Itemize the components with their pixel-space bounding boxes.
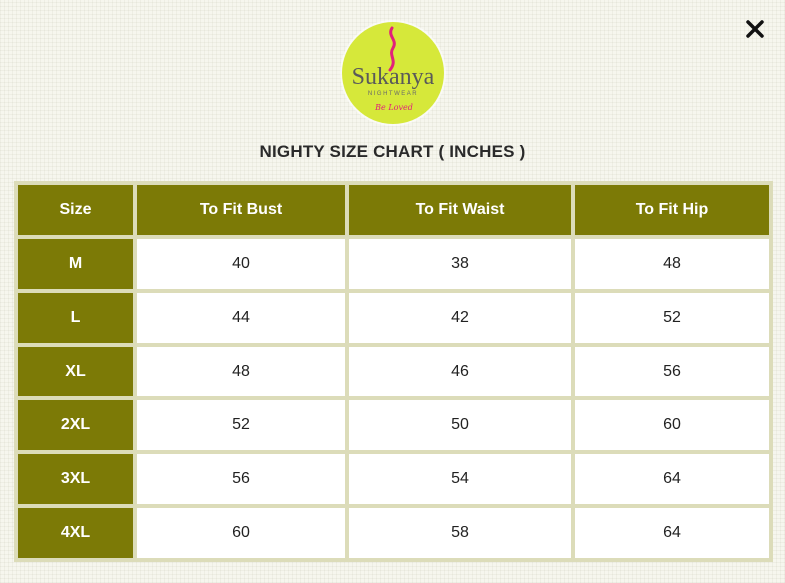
- size-cell: 2XL: [18, 400, 133, 451]
- waist-cell: 58: [349, 508, 571, 558]
- size-cell: XL: [18, 346, 133, 397]
- bust-cell: 56: [137, 454, 345, 505]
- table-header-row: Size To Fit Bust To Fit Waist To Fit Hip: [18, 185, 769, 235]
- close-button[interactable]: [740, 14, 770, 44]
- table-row: 2XL 52 50 60: [18, 400, 769, 451]
- table-row: M 40 38 48: [18, 239, 769, 289]
- waist-cell: 42: [349, 292, 571, 343]
- brand-slogan: Be Loved: [374, 103, 413, 112]
- bust-cell: 60: [137, 508, 345, 558]
- table-row: 4XL 60 58 64: [18, 508, 769, 558]
- brand-logo: Sukanya NIGHTWEAR Be Loved: [338, 18, 448, 128]
- bust-cell: 48: [137, 346, 345, 397]
- table-row: XL 48 46 56: [18, 346, 769, 397]
- hip-cell: 52: [575, 292, 769, 343]
- hip-cell: 48: [575, 239, 769, 289]
- size-cell: 3XL: [18, 454, 133, 505]
- size-cell: M: [18, 239, 133, 289]
- bust-cell: 40: [137, 239, 345, 289]
- waist-cell: 46: [349, 346, 571, 397]
- size-chart-table: Size To Fit Bust To Fit Waist To Fit Hip…: [14, 181, 773, 562]
- hip-cell: 56: [575, 346, 769, 397]
- hip-cell: 64: [575, 508, 769, 558]
- header-waist: To Fit Waist: [349, 185, 571, 235]
- table-row: 3XL 56 54 64: [18, 454, 769, 505]
- close-icon[interactable]: [740, 14, 770, 44]
- size-cell: 4XL: [18, 508, 133, 558]
- waist-cell: 38: [349, 239, 571, 289]
- table-row: L 44 42 52: [18, 292, 769, 343]
- waist-cell: 54: [349, 454, 571, 505]
- hip-cell: 64: [575, 454, 769, 505]
- page-title: NIGHTY SIZE CHART ( INCHES ): [259, 142, 526, 161]
- waist-cell: 50: [349, 400, 571, 451]
- bust-cell: 44: [137, 292, 345, 343]
- brand-name: Sukanya: [352, 64, 435, 90]
- header-bust: To Fit Bust: [137, 185, 345, 235]
- hip-cell: 60: [575, 400, 769, 451]
- header-hip: To Fit Hip: [575, 185, 769, 235]
- bust-cell: 52: [137, 400, 345, 451]
- size-cell: L: [18, 292, 133, 343]
- header-size: Size: [18, 185, 133, 235]
- brand-tagline: NIGHTWEAR: [368, 91, 418, 97]
